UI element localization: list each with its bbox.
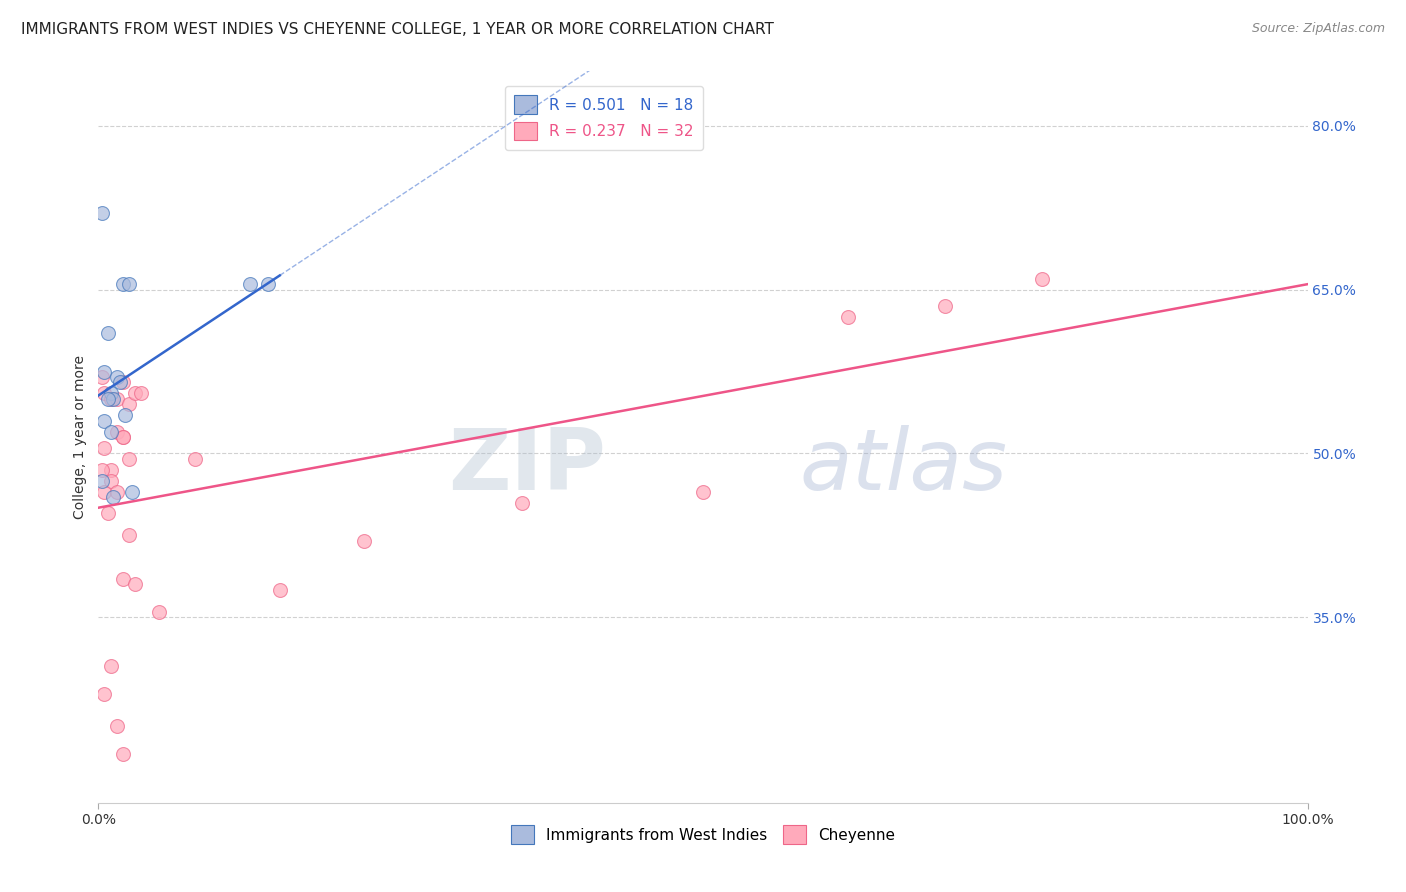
Point <box>111 747 134 761</box>
Text: atlas: atlas <box>800 425 1008 508</box>
Point <box>100 659 122 673</box>
Point <box>97 392 120 406</box>
Point <box>114 409 136 423</box>
Point <box>124 577 146 591</box>
Point <box>91 370 114 384</box>
Point <box>148 605 170 619</box>
Point <box>100 392 122 406</box>
Point <box>105 392 128 406</box>
Point <box>934 299 956 313</box>
Point <box>100 386 122 401</box>
Point <box>239 277 262 292</box>
Point <box>101 490 124 504</box>
Point <box>105 370 128 384</box>
Text: IMMIGRANTS FROM WEST INDIES VS CHEYENNE COLLEGE, 1 YEAR OR MORE CORRELATION CHAR: IMMIGRANTS FROM WEST INDIES VS CHEYENNE … <box>21 22 773 37</box>
Point <box>118 277 141 292</box>
Point <box>93 414 115 428</box>
Point <box>121 484 143 499</box>
Point <box>93 365 115 379</box>
Point <box>105 484 128 499</box>
Point <box>93 484 115 499</box>
Point <box>510 495 533 509</box>
Point <box>105 719 128 733</box>
Point <box>93 687 115 701</box>
Point <box>111 572 134 586</box>
Point <box>118 397 141 411</box>
Point <box>111 376 134 390</box>
Point <box>118 528 141 542</box>
Point <box>108 376 131 390</box>
Point <box>269 582 291 597</box>
Point <box>100 474 122 488</box>
Point <box>124 386 146 401</box>
Point <box>100 425 122 439</box>
Y-axis label: College, 1 year or more: College, 1 year or more <box>73 355 87 519</box>
Point <box>91 463 114 477</box>
Point <box>111 430 134 444</box>
Point <box>100 463 122 477</box>
Point <box>1031 272 1053 286</box>
Point <box>837 310 859 324</box>
Point <box>256 277 278 292</box>
Point <box>93 441 115 455</box>
Point <box>93 386 115 401</box>
Point <box>353 533 375 548</box>
Point <box>111 277 134 292</box>
Point <box>91 474 114 488</box>
Point <box>129 386 152 401</box>
Point <box>105 425 128 439</box>
Text: ZIP: ZIP <box>449 425 606 508</box>
Point <box>101 392 124 406</box>
Legend: Immigrants from West Indies, Cheyenne: Immigrants from West Indies, Cheyenne <box>505 819 901 850</box>
Point <box>111 430 134 444</box>
Point <box>97 507 120 521</box>
Point <box>692 484 714 499</box>
Text: Source: ZipAtlas.com: Source: ZipAtlas.com <box>1251 22 1385 36</box>
Point <box>91 206 114 220</box>
Point <box>118 451 141 466</box>
Point <box>184 451 207 466</box>
Point <box>97 326 120 341</box>
